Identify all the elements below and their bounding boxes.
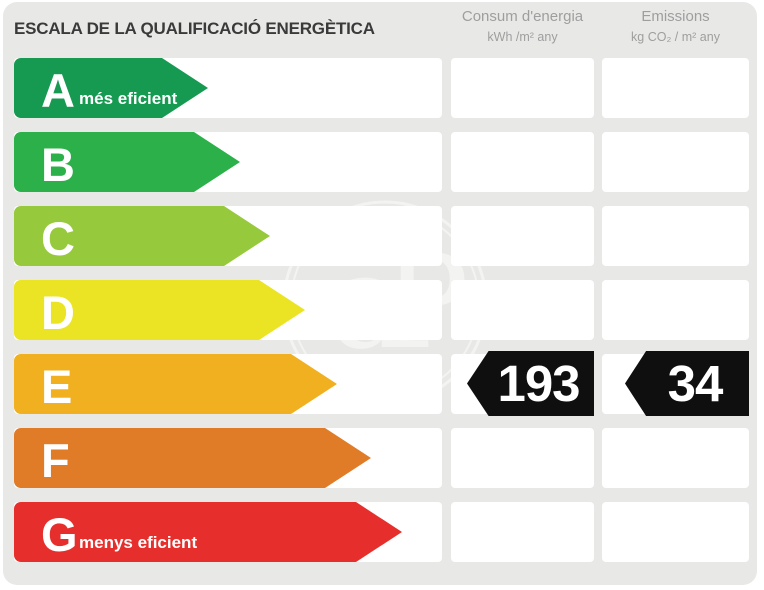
grade-arrow-body xyxy=(14,206,224,266)
grade-row-e: E 193 34 xyxy=(0,351,764,416)
grade-arrow-f: F xyxy=(14,428,371,488)
emissions-cell xyxy=(602,58,749,118)
grade-arrow-d: D xyxy=(14,280,305,340)
grade-arrow-tip xyxy=(194,132,240,192)
emissions-column-header: Emissions kg CO₂ / m² any xyxy=(602,8,749,44)
consumption-cell xyxy=(451,428,594,488)
grade-row-g: G menys eficient xyxy=(0,502,764,562)
grade-arrow-tip xyxy=(356,502,402,562)
grade-arrow-body xyxy=(14,428,325,488)
grade-arrow-tip xyxy=(259,280,305,340)
emissions-cell xyxy=(602,206,749,266)
consumption-value: 193 xyxy=(497,355,580,412)
grade-arrow-tip xyxy=(325,428,371,488)
grade-letter: G xyxy=(41,508,78,561)
grade-letter: A xyxy=(41,64,75,117)
emissions-cell xyxy=(602,280,749,340)
emissions-cell xyxy=(602,502,749,562)
grade-row-f: F xyxy=(0,428,764,488)
grade-arrow-body xyxy=(14,502,356,562)
grade-arrow-g: G menys eficient xyxy=(14,502,402,562)
grade-arrow-b: B xyxy=(14,132,240,192)
emissions-column-title: Emissions xyxy=(641,8,710,25)
emissions-cell xyxy=(602,132,749,192)
grade-letter: E xyxy=(41,360,73,413)
grade-letter: C xyxy=(41,212,75,265)
grade-note: més eficient xyxy=(79,89,178,108)
page-title: ESCALA DE LA QUALIFICACIÓ ENERGÈTICA xyxy=(14,19,375,38)
consumption-column-header: Consum d'energia kWh /m² any xyxy=(451,8,594,44)
grade-row-a: A més eficient xyxy=(0,58,764,118)
grade-arrow-body xyxy=(14,280,259,340)
consumption-cell xyxy=(451,58,594,118)
consumption-value-arrow: 193 xyxy=(467,351,594,416)
grade-arrow-e: E xyxy=(14,354,337,414)
consumption-column-title: Consum d'energia xyxy=(461,8,584,25)
emissions-cell xyxy=(602,428,749,488)
grade-row-b: B xyxy=(0,132,764,192)
consumption-cell xyxy=(451,502,594,562)
grade-letter: D xyxy=(41,286,75,339)
grade-arrow-a: A més eficient xyxy=(14,58,208,118)
emissions-value: 34 xyxy=(667,355,724,412)
emissions-column-unit: kg CO₂ / m² any xyxy=(631,30,720,44)
grade-arrow-tip xyxy=(291,354,337,414)
grade-letter: F xyxy=(41,434,70,487)
grade-arrow-c: C xyxy=(14,206,270,266)
grade-row-d: D xyxy=(0,280,764,340)
grade-arrow-tip xyxy=(162,58,208,118)
consumption-cell xyxy=(451,206,594,266)
consumption-cell xyxy=(451,280,594,340)
grade-arrow-body xyxy=(14,58,162,118)
grade-letter: B xyxy=(41,138,75,191)
consumption-column-unit: kWh /m² any xyxy=(487,30,558,44)
grade-arrow-body xyxy=(14,354,291,414)
grade-note: menys eficient xyxy=(79,533,198,552)
grade-arrow-tip xyxy=(224,206,270,266)
grade-row-c: C xyxy=(0,206,764,266)
consumption-cell xyxy=(451,132,594,192)
emissions-value-arrow: 34 xyxy=(625,351,749,416)
grade-arrow-body xyxy=(14,132,194,192)
